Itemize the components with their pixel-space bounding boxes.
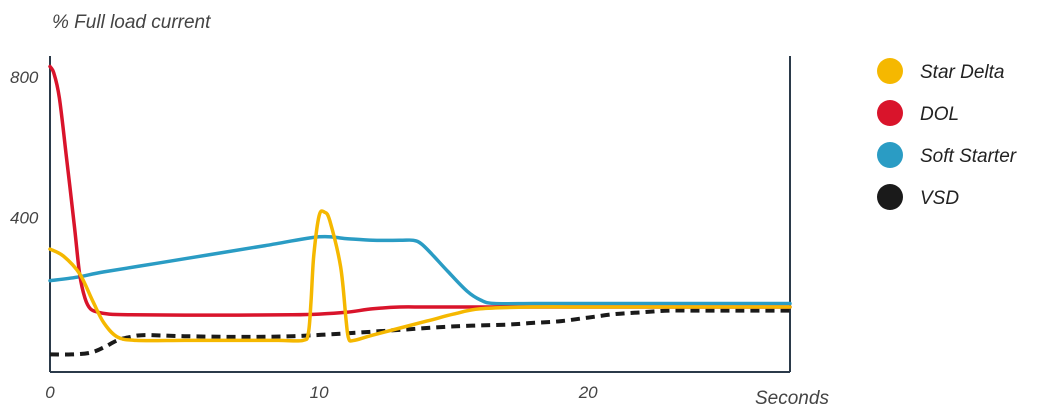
x-tick-labels: 0 10 20	[45, 383, 598, 402]
y-tick-labels: 400 800	[10, 68, 39, 227]
legend-label-vsd: VSD	[920, 188, 959, 209]
y-tick-label-400: 400	[10, 209, 39, 228]
legend-label-dol: DOL	[920, 104, 959, 125]
y-tick-label-800: 800	[10, 68, 39, 87]
legend: Star Delta DOL Soft Starter VSD	[877, 58, 1017, 210]
series-line-dol	[48, 64, 792, 317]
legend-label-soft-starter: Soft Starter	[920, 146, 1017, 167]
x-tick-label-20: 20	[578, 383, 598, 402]
legend-swatch-dol	[877, 100, 903, 126]
series-line-soft-starter	[48, 234, 792, 306]
series-line-star-delta	[48, 209, 792, 343]
legend-swatch-vsd	[877, 184, 903, 210]
x-tick-label-0: 0	[45, 383, 55, 402]
legend-label-star-delta: Star Delta	[920, 62, 1004, 83]
legend-swatch-soft-starter	[877, 142, 903, 168]
x-tick-label-10: 10	[310, 383, 329, 402]
series-line-vsd	[49, 308, 790, 357]
x-axis-label: Seconds	[755, 388, 829, 407]
y-axis-label: % Full load current	[52, 12, 211, 33]
series-lines	[48, 64, 792, 357]
legend-swatch-star-delta	[877, 58, 903, 84]
